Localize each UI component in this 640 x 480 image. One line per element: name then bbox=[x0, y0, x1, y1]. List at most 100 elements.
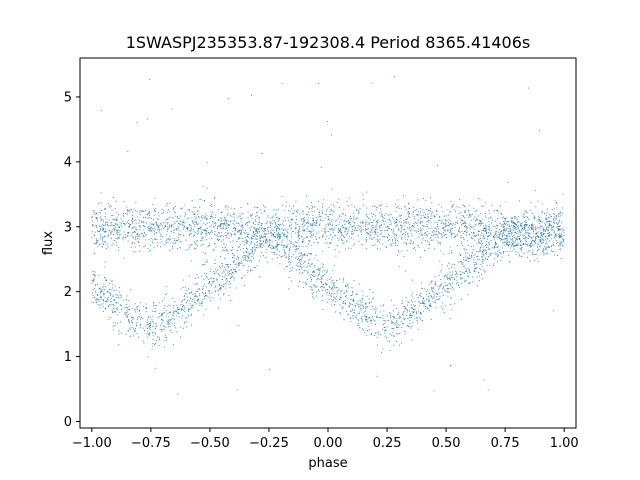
data-point bbox=[217, 228, 218, 230]
data-point bbox=[448, 276, 450, 278]
data-point bbox=[330, 296, 332, 297]
data-point bbox=[464, 211, 465, 213]
data-point bbox=[306, 246, 308, 247]
data-point bbox=[141, 232, 143, 234]
data-point bbox=[367, 321, 369, 323]
data-point bbox=[380, 230, 381, 232]
data-point bbox=[459, 274, 461, 276]
data-point bbox=[442, 211, 444, 213]
data-point bbox=[553, 216, 555, 218]
data-point bbox=[193, 213, 195, 215]
data-point bbox=[418, 219, 419, 221]
data-point bbox=[476, 256, 478, 258]
data-point bbox=[407, 301, 409, 303]
data-point bbox=[112, 325, 114, 327]
data-point bbox=[472, 249, 474, 251]
data-point bbox=[153, 214, 155, 216]
data-point bbox=[348, 247, 350, 249]
data-point bbox=[326, 230, 328, 232]
data-point bbox=[557, 226, 559, 228]
data-point bbox=[153, 223, 155, 225]
data-point bbox=[353, 280, 355, 282]
data-point bbox=[427, 215, 429, 217]
data-point bbox=[312, 218, 314, 220]
data-point bbox=[442, 302, 444, 304]
data-point bbox=[221, 240, 222, 242]
data-point bbox=[397, 314, 399, 316]
data-point bbox=[406, 250, 408, 251]
data-point bbox=[365, 225, 367, 227]
data-point bbox=[463, 223, 465, 224]
data-point bbox=[351, 287, 353, 289]
data-point bbox=[248, 255, 250, 257]
data-point bbox=[93, 235, 95, 237]
data-point bbox=[408, 326, 409, 327]
data-point bbox=[221, 234, 222, 236]
data-point bbox=[438, 237, 440, 239]
data-point bbox=[535, 206, 537, 208]
data-point bbox=[222, 239, 224, 241]
data-point bbox=[495, 253, 497, 255]
data-point bbox=[372, 291, 374, 293]
data-point bbox=[259, 243, 261, 245]
data-point bbox=[402, 322, 404, 324]
data-point bbox=[128, 210, 130, 212]
data-point bbox=[474, 224, 476, 226]
data-point bbox=[485, 250, 487, 251]
data-point bbox=[559, 240, 561, 242]
data-point bbox=[295, 224, 297, 226]
data-point bbox=[274, 253, 276, 255]
data-point bbox=[196, 241, 198, 242]
data-point bbox=[479, 267, 481, 269]
data-point bbox=[118, 249, 120, 251]
data-point bbox=[474, 253, 476, 255]
data-point bbox=[135, 251, 137, 253]
data-point bbox=[206, 277, 208, 279]
data-point bbox=[465, 226, 467, 228]
data-point bbox=[350, 218, 352, 220]
data-point bbox=[238, 215, 240, 217]
data-point bbox=[173, 221, 175, 223]
data-point bbox=[476, 218, 478, 220]
data-point bbox=[202, 185, 204, 187]
data-point bbox=[474, 239, 476, 241]
data-point bbox=[519, 238, 521, 240]
data-point bbox=[240, 226, 242, 227]
data-point bbox=[467, 276, 469, 278]
data-point bbox=[328, 285, 330, 287]
data-point bbox=[128, 211, 130, 212]
data-point bbox=[248, 233, 250, 235]
data-point bbox=[241, 240, 243, 242]
data-point bbox=[171, 246, 173, 247]
data-point bbox=[323, 228, 325, 230]
data-point bbox=[548, 229, 549, 231]
data-point bbox=[396, 225, 398, 227]
data-point bbox=[331, 280, 333, 282]
data-point bbox=[503, 223, 505, 225]
data-point bbox=[307, 226, 309, 228]
data-point bbox=[437, 219, 439, 221]
data-point bbox=[411, 325, 413, 327]
data-point bbox=[215, 285, 217, 287]
data-point bbox=[489, 253, 491, 255]
data-point bbox=[322, 203, 324, 205]
data-point bbox=[419, 318, 421, 320]
data-point bbox=[378, 226, 380, 228]
data-point bbox=[304, 261, 306, 263]
data-point bbox=[460, 261, 461, 263]
data-point bbox=[201, 301, 203, 303]
data-point bbox=[188, 292, 190, 294]
data-point bbox=[545, 235, 547, 237]
data-point bbox=[426, 307, 428, 309]
data-point bbox=[363, 307, 365, 309]
data-point bbox=[440, 250, 442, 252]
data-point bbox=[472, 281, 474, 283]
data-point bbox=[400, 320, 402, 322]
data-point bbox=[305, 281, 307, 283]
data-point bbox=[191, 300, 193, 302]
data-point bbox=[197, 288, 199, 290]
data-point bbox=[481, 229, 483, 231]
data-point bbox=[473, 232, 475, 234]
data-point bbox=[514, 242, 516, 244]
data-point bbox=[315, 287, 317, 288]
